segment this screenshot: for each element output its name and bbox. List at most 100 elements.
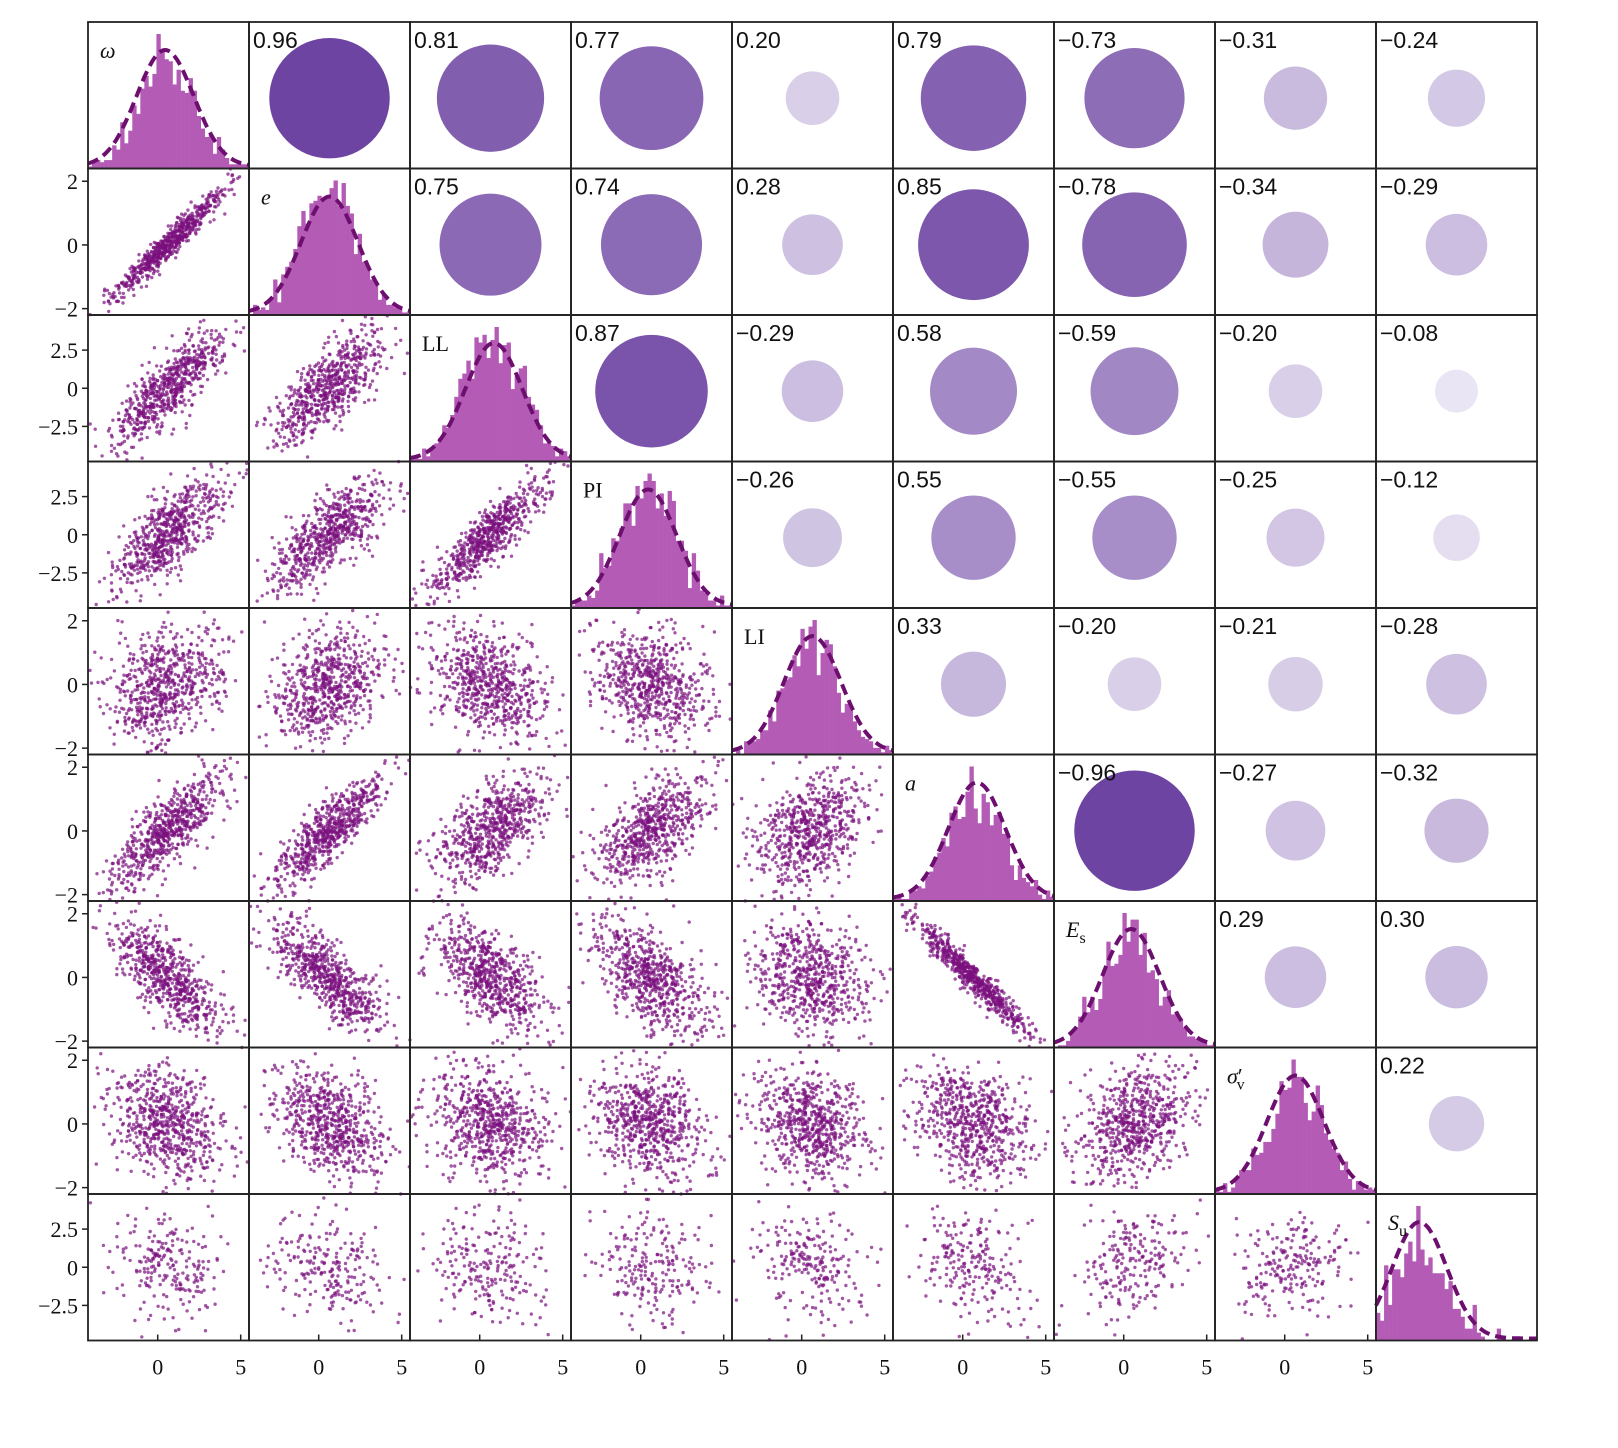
normal-fit-curve xyxy=(248,194,411,313)
scatter-point xyxy=(322,387,326,392)
scatter-point xyxy=(222,354,227,358)
scatter-point xyxy=(480,514,485,519)
scatter-point xyxy=(366,368,371,372)
histogram-bar xyxy=(385,304,391,315)
scatter-point xyxy=(229,490,233,494)
scatter-point xyxy=(126,731,130,735)
scatter-point xyxy=(254,423,259,428)
scatter-point xyxy=(438,586,442,591)
scatter-point xyxy=(176,361,180,365)
scatter-point xyxy=(307,389,311,393)
scatter-point xyxy=(93,427,97,431)
scatter-point xyxy=(303,554,307,559)
scatter-point xyxy=(430,585,434,589)
scatter-point xyxy=(109,443,114,448)
scatter-point xyxy=(133,718,137,723)
scatter-point xyxy=(147,635,151,639)
scatter-point xyxy=(94,602,98,607)
scatter-point xyxy=(462,544,466,549)
scatter-point xyxy=(205,201,209,205)
scatter-point xyxy=(143,716,147,721)
scatter-point xyxy=(155,430,159,434)
scatter-point xyxy=(197,656,201,660)
scatter-point xyxy=(160,424,164,428)
scatter-point xyxy=(102,293,106,297)
panel-2-6: −0.59 xyxy=(1053,314,1216,463)
correlation-circle xyxy=(1434,369,1479,413)
scatter-point xyxy=(146,409,150,413)
scatter-point xyxy=(172,651,176,655)
scatter-point xyxy=(537,509,541,513)
scatter-point xyxy=(488,549,492,553)
scatter-point xyxy=(138,701,142,705)
scatter-point xyxy=(109,573,114,577)
scatter-point xyxy=(327,376,331,380)
panel-3-0: 2.50−2.5 xyxy=(38,460,250,609)
scatter-point xyxy=(199,221,203,225)
scatter-point xyxy=(134,735,138,740)
correlation-label: −0.12 xyxy=(1380,467,1438,493)
scatter-point xyxy=(185,669,189,674)
scatter-point xyxy=(198,500,203,504)
correlation-circle xyxy=(931,495,1016,580)
scatter-point xyxy=(210,532,215,536)
scatter-point xyxy=(308,407,312,412)
scatter-point xyxy=(317,544,322,548)
scatter-point xyxy=(272,445,276,449)
scatter-point xyxy=(468,535,472,539)
scatter-point xyxy=(195,643,199,647)
scatter-point xyxy=(173,410,177,415)
scatter-point xyxy=(224,371,228,375)
scatter-point xyxy=(305,519,309,523)
scatter-point xyxy=(169,658,173,662)
scatter-point xyxy=(127,562,132,566)
scatter-point xyxy=(105,288,110,293)
scatter-point xyxy=(399,338,403,342)
scatter-point xyxy=(346,525,350,529)
histogram-bar xyxy=(349,213,354,315)
scatter-point xyxy=(143,643,147,648)
histogram-bar xyxy=(711,600,717,608)
scatter-point xyxy=(184,426,188,430)
scatter-point xyxy=(204,626,208,630)
scatter-point xyxy=(140,394,145,398)
scatter-point xyxy=(318,561,322,565)
scatter-point xyxy=(348,328,352,332)
scatter-point xyxy=(127,672,132,677)
scatter-point xyxy=(359,535,363,539)
scatter-point xyxy=(190,211,194,215)
scatter-point xyxy=(164,346,169,350)
scatter-point xyxy=(317,387,321,392)
histogram-bar xyxy=(655,508,660,608)
scatter-point xyxy=(165,376,169,381)
scatter-point xyxy=(456,540,461,544)
histogram-bar xyxy=(313,200,318,315)
scatter-point xyxy=(356,476,360,480)
scatter-point xyxy=(136,560,141,564)
scatter-point xyxy=(180,390,184,394)
scatter-point xyxy=(138,683,142,688)
scatter-point xyxy=(499,539,503,544)
scatter-point xyxy=(180,492,185,496)
scatter-point xyxy=(376,339,380,344)
scatter-point xyxy=(169,672,173,676)
scatter-point xyxy=(378,365,383,369)
scatter-point xyxy=(201,373,205,378)
scatter-point xyxy=(449,553,453,558)
scatter-point xyxy=(196,208,200,213)
correlation-label: −0.29 xyxy=(736,320,794,346)
scatter-point xyxy=(480,553,485,558)
scatter-point xyxy=(127,716,131,720)
scatter-point xyxy=(361,345,366,350)
scatter-point xyxy=(120,401,124,405)
scatter-point xyxy=(131,283,135,287)
scatter-point xyxy=(160,239,164,243)
scatter-point xyxy=(122,729,127,733)
scatter-point xyxy=(420,582,424,586)
scatter-point xyxy=(222,689,227,693)
scatter-point xyxy=(522,515,527,519)
scatter-point xyxy=(292,391,297,395)
scatter-point xyxy=(227,495,231,499)
scatter-point xyxy=(199,390,203,395)
scatter-point xyxy=(210,659,214,663)
